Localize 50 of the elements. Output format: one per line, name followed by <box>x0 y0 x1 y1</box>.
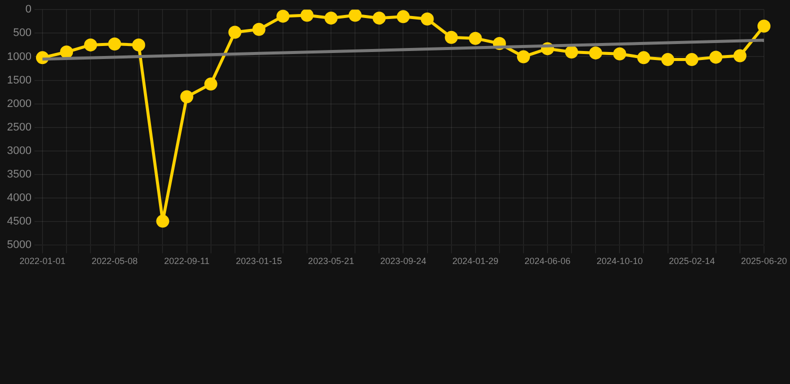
x-tick-label: 2024-01-29 <box>452 256 498 266</box>
point <box>565 46 578 59</box>
point <box>516 50 530 64</box>
point <box>589 46 602 60</box>
point <box>156 214 170 228</box>
point <box>300 10 314 22</box>
point <box>637 51 650 64</box>
x-tick-label: 2022-09-11 <box>164 256 210 266</box>
x-tick-label: 2024-06-06 <box>524 256 571 266</box>
point <box>60 46 74 59</box>
point <box>204 78 218 91</box>
y-tick-label: 3000 <box>6 144 32 157</box>
x-tick-label: 2023-09-24 <box>380 256 426 266</box>
x-tick-label: 2023-05-21 <box>308 256 354 266</box>
point <box>180 90 194 104</box>
y-tick-label: 1000 <box>6 50 32 63</box>
point <box>685 53 698 66</box>
y-tick-label: 4000 <box>6 192 32 204</box>
point <box>84 38 98 52</box>
x-tick-label: 2022-01-01 <box>19 256 66 266</box>
y-tick-label: 500 <box>13 27 32 40</box>
point <box>757 20 770 33</box>
y-tick-label: 2500 <box>6 121 32 134</box>
point <box>132 38 146 52</box>
point <box>613 47 626 60</box>
point <box>468 32 482 45</box>
point <box>661 53 674 66</box>
point <box>324 12 338 25</box>
x-tick-label: 2023-01-15 <box>236 256 282 266</box>
point <box>276 10 290 23</box>
point <box>444 30 458 44</box>
point <box>396 10 410 24</box>
x-tick-label: 2025-06-20 <box>740 256 788 266</box>
x-tick-label: 2022-05-08 <box>92 256 138 266</box>
y-tick-label: 2000 <box>6 98 32 110</box>
y-tick-label: 4500 <box>6 216 32 228</box>
point <box>252 22 266 36</box>
point <box>228 26 242 39</box>
y-tick-label: 0 <box>25 4 32 16</box>
point <box>348 10 362 22</box>
x-tick-label: 2024-10-10 <box>596 256 643 266</box>
point <box>108 38 122 50</box>
point <box>733 49 746 62</box>
y-tick-label: 3500 <box>6 168 32 181</box>
y-tick-label: 1500 <box>6 74 32 86</box>
point <box>420 12 434 26</box>
x-tick-label: 2025-02-14 <box>668 256 715 266</box>
point <box>709 50 722 64</box>
y-tick-label: 5000 <box>6 239 32 252</box>
point <box>372 12 386 25</box>
